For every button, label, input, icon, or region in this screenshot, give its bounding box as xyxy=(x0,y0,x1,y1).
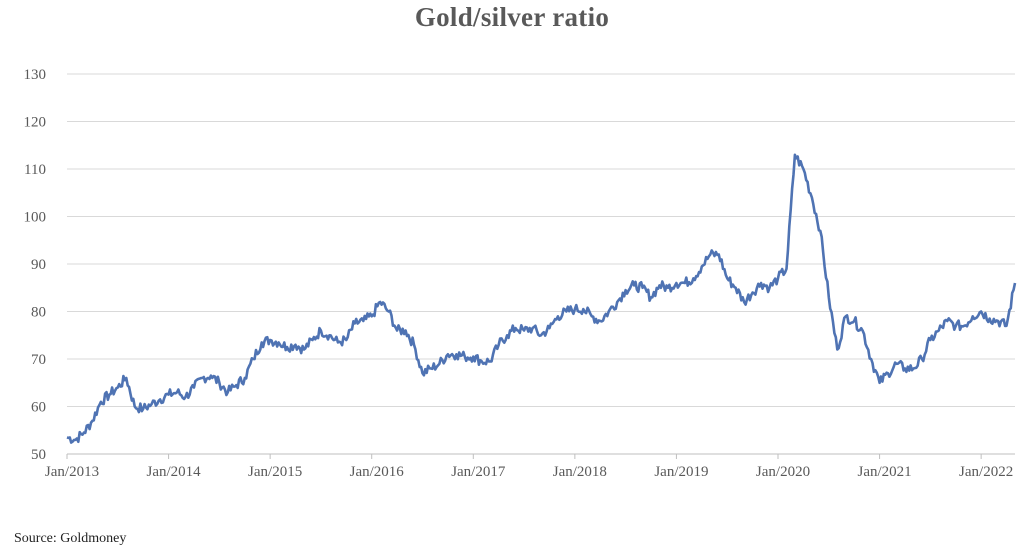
x-tick-label: Jan/2020 xyxy=(756,464,810,480)
x-tick-label: Jan/2014 xyxy=(146,464,201,480)
x-tick-labels: Jan/2013 Jan/2014 Jan/2015 Jan/2016 Jan/2017… xyxy=(45,464,1013,480)
y-tick-labels: 50 60 70 80 90 100 110 120 130 xyxy=(24,67,47,463)
series-line-gold-silver-ratio xyxy=(66,153,1017,444)
y-tick-label: 100 xyxy=(24,210,47,226)
y-tick-label: 50 xyxy=(31,447,46,463)
y-tick-label: 130 xyxy=(24,67,47,83)
x-tick-label: Jan/2018 xyxy=(553,464,607,480)
series-layer xyxy=(66,153,1017,444)
x-tick-label: Jan/2016 xyxy=(350,464,405,480)
y-tick-label: 80 xyxy=(31,305,46,321)
y-tick-label: 70 xyxy=(31,352,46,368)
x-tick-label: Jan/2021 xyxy=(857,464,911,480)
chart-title: Gold/silver ratio xyxy=(414,2,610,32)
x-tick-label: Jan/2015 xyxy=(248,464,302,480)
source-note: Source: Goldmoney xyxy=(14,531,127,546)
x-tick-label: Jan/2022 xyxy=(959,464,1013,480)
y-tick-label: 60 xyxy=(31,400,46,416)
x-tick-label: Jan/2019 xyxy=(654,464,708,480)
y-tick-label: 110 xyxy=(24,162,46,178)
x-tick-label: Jan/2013 xyxy=(45,464,99,480)
y-tick-label: 90 xyxy=(31,257,46,273)
y-tick-label: 120 xyxy=(24,115,47,131)
x-tick-label: Jan/2017 xyxy=(451,464,506,480)
axis xyxy=(66,453,1015,459)
gridlines xyxy=(67,73,1015,407)
